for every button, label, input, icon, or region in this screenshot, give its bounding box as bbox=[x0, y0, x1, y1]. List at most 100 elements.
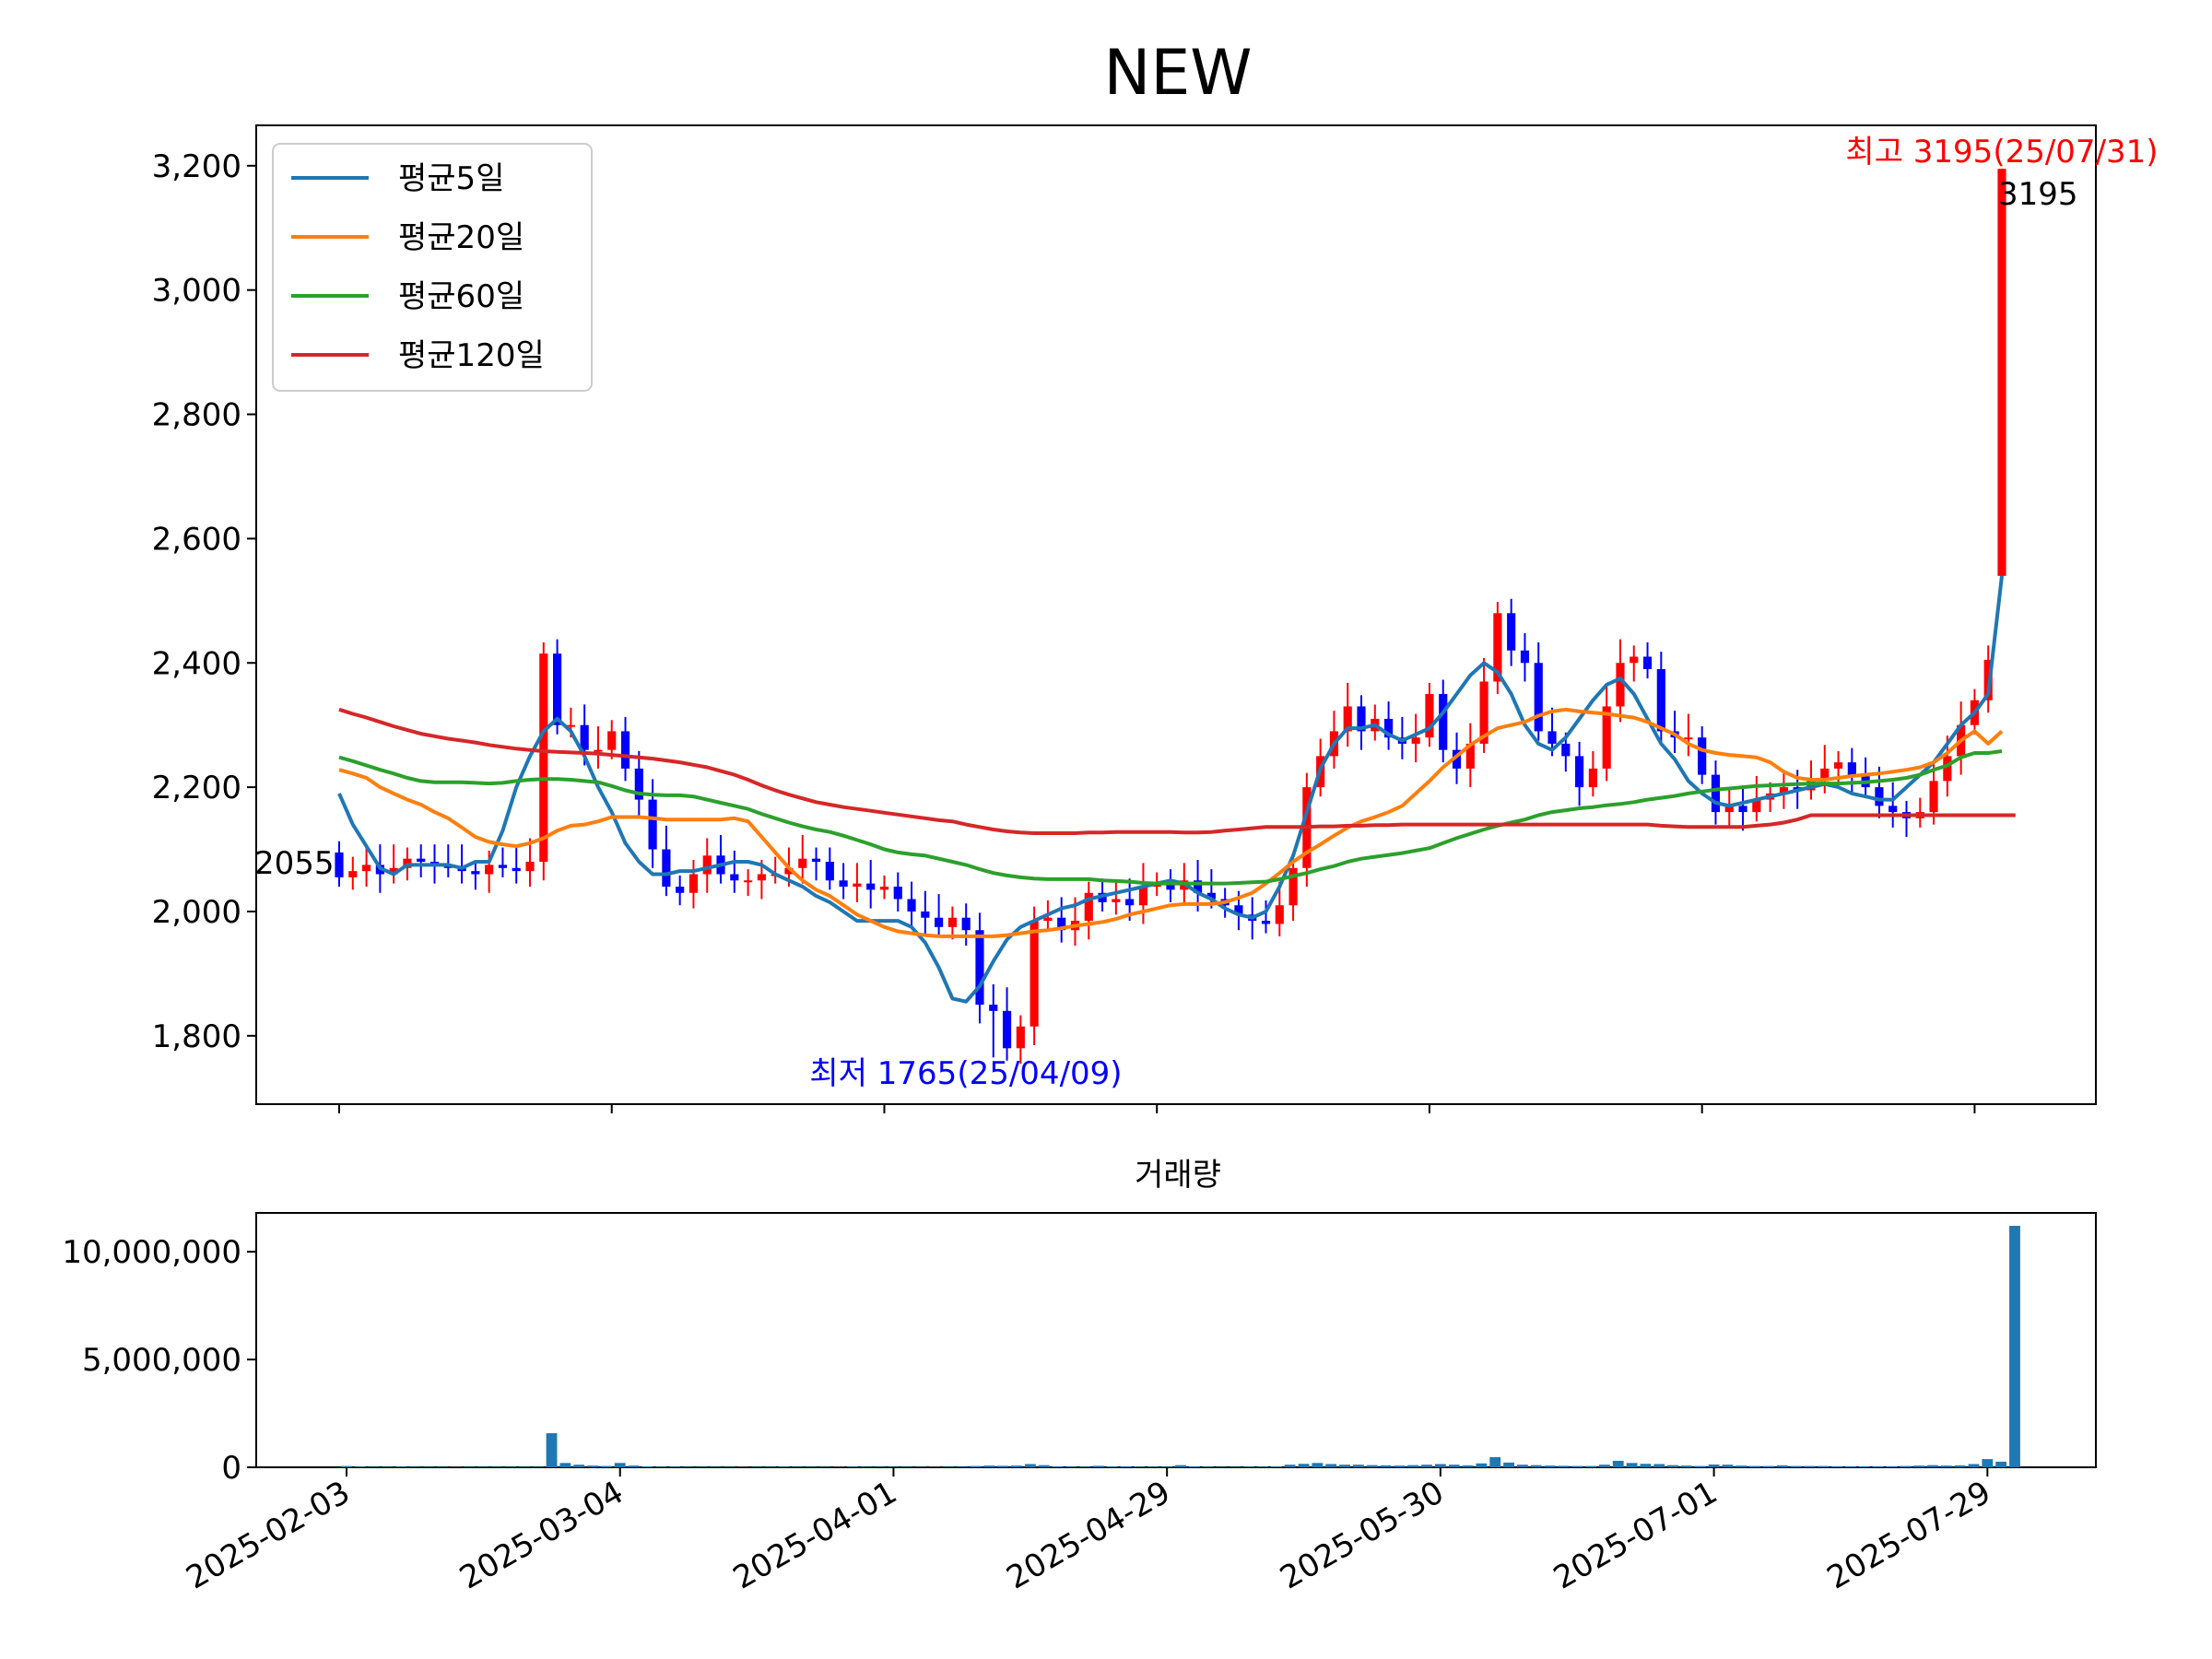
candle-body bbox=[389, 867, 398, 875]
volume-bar bbox=[1503, 1462, 1514, 1467]
candle bbox=[1112, 881, 1121, 915]
candle-body bbox=[1479, 681, 1488, 744]
candle bbox=[1588, 751, 1597, 797]
candle-body bbox=[811, 858, 821, 863]
volume-bar bbox=[491, 1466, 503, 1468]
volume-bar bbox=[382, 1466, 394, 1468]
volume-bar bbox=[614, 1463, 626, 1467]
volume-y-axis: 0 5,000,000 10,000,000 bbox=[62, 1234, 256, 1487]
candle-body bbox=[1275, 905, 1284, 924]
candle bbox=[620, 716, 630, 782]
volume-bar bbox=[1804, 1465, 1816, 1467]
candle-body bbox=[1752, 799, 1761, 813]
volume-bar bbox=[1339, 1465, 1350, 1467]
volume-bar bbox=[1106, 1466, 1118, 1467]
volume-bar bbox=[724, 1466, 735, 1468]
candle-body bbox=[907, 899, 916, 912]
candle bbox=[417, 844, 426, 877]
last-close-label: 3195 bbox=[1998, 176, 2078, 213]
volume-bar bbox=[1995, 1461, 2007, 1467]
candle bbox=[1084, 881, 1093, 940]
candle bbox=[1411, 713, 1420, 763]
candle bbox=[1357, 695, 1366, 750]
volume-bar bbox=[847, 1466, 858, 1467]
candle-body bbox=[1602, 706, 1611, 769]
candle-body bbox=[1112, 899, 1121, 902]
candle bbox=[879, 875, 889, 900]
volume-bar bbox=[1982, 1459, 1994, 1467]
volume-bar bbox=[1626, 1463, 1638, 1467]
candle bbox=[1030, 906, 1039, 1045]
candle-body bbox=[1711, 774, 1721, 813]
candle-body bbox=[512, 867, 521, 872]
volume-bar bbox=[1763, 1465, 1774, 1467]
volume-bar bbox=[436, 1466, 448, 1468]
volume-bar bbox=[956, 1466, 968, 1468]
volume-bar bbox=[532, 1466, 544, 1468]
price-axes-frame bbox=[255, 124, 2097, 1105]
candle-body bbox=[580, 724, 589, 750]
candle bbox=[676, 875, 685, 906]
volume-bar bbox=[341, 1465, 352, 1467]
candle bbox=[1002, 987, 1012, 1061]
volume-bar bbox=[1407, 1465, 1419, 1467]
legend-label-ma20: 평균20일 bbox=[398, 219, 524, 256]
volume-bar bbox=[1011, 1465, 1022, 1467]
volume-bar bbox=[860, 1466, 872, 1468]
candle-body bbox=[1057, 917, 1066, 931]
candle-body bbox=[417, 858, 426, 863]
candle bbox=[825, 847, 834, 890]
candle bbox=[389, 844, 398, 884]
volume-bar bbox=[696, 1466, 708, 1468]
volume-bar bbox=[573, 1465, 585, 1467]
candle-body bbox=[1656, 669, 1665, 732]
candle-body bbox=[1493, 613, 1502, 682]
volume-bar bbox=[2009, 1226, 2020, 1467]
candle-body bbox=[1820, 768, 1830, 782]
candle-body bbox=[1738, 806, 1747, 813]
candle-body bbox=[921, 911, 930, 918]
candle-body bbox=[839, 880, 848, 887]
candle-body bbox=[1030, 921, 1039, 1027]
volume-bar bbox=[1585, 1465, 1596, 1467]
volume-bar bbox=[888, 1466, 900, 1468]
volume-bar bbox=[1462, 1465, 1474, 1467]
volume-bar bbox=[751, 1466, 762, 1468]
candle-body bbox=[784, 867, 794, 875]
candle bbox=[1288, 856, 1298, 922]
candle bbox=[1888, 782, 1898, 828]
volume-bar bbox=[1134, 1466, 1146, 1467]
candle bbox=[662, 825, 671, 897]
candle-body bbox=[620, 731, 630, 769]
ma60-line bbox=[338, 749, 2003, 886]
volume-bar bbox=[641, 1466, 653, 1467]
volume-bar bbox=[1188, 1466, 1200, 1467]
candle-body bbox=[989, 1005, 998, 1011]
low-annotation: 최저 1765(25/04/09) bbox=[809, 1055, 1122, 1092]
volume-bar bbox=[354, 1466, 366, 1467]
candle bbox=[1642, 642, 1653, 679]
candle-body bbox=[757, 874, 766, 881]
volume-bar bbox=[1312, 1463, 1324, 1467]
candle bbox=[1847, 747, 1856, 794]
candle bbox=[688, 860, 699, 909]
price-y-tick-label: 2,600 bbox=[152, 521, 241, 558]
candle-body bbox=[947, 917, 957, 927]
candle-body bbox=[539, 653, 548, 863]
candle-body bbox=[471, 871, 480, 875]
candle bbox=[1698, 726, 1707, 784]
candle bbox=[1724, 788, 1734, 828]
candle bbox=[1016, 1015, 1025, 1065]
candle bbox=[1493, 602, 1502, 694]
volume-bar bbox=[1216, 1466, 1228, 1468]
volume-bar bbox=[915, 1466, 927, 1468]
volume-bar bbox=[929, 1466, 940, 1468]
legend-box bbox=[272, 143, 593, 392]
legend-label-ma5: 평균5일 bbox=[398, 160, 504, 197]
candle-body bbox=[1425, 693, 1434, 738]
volume-bar bbox=[1790, 1465, 1802, 1467]
candle bbox=[702, 838, 712, 893]
candle-body bbox=[1357, 706, 1366, 732]
candle bbox=[989, 983, 998, 1058]
volume-bar bbox=[901, 1466, 913, 1468]
